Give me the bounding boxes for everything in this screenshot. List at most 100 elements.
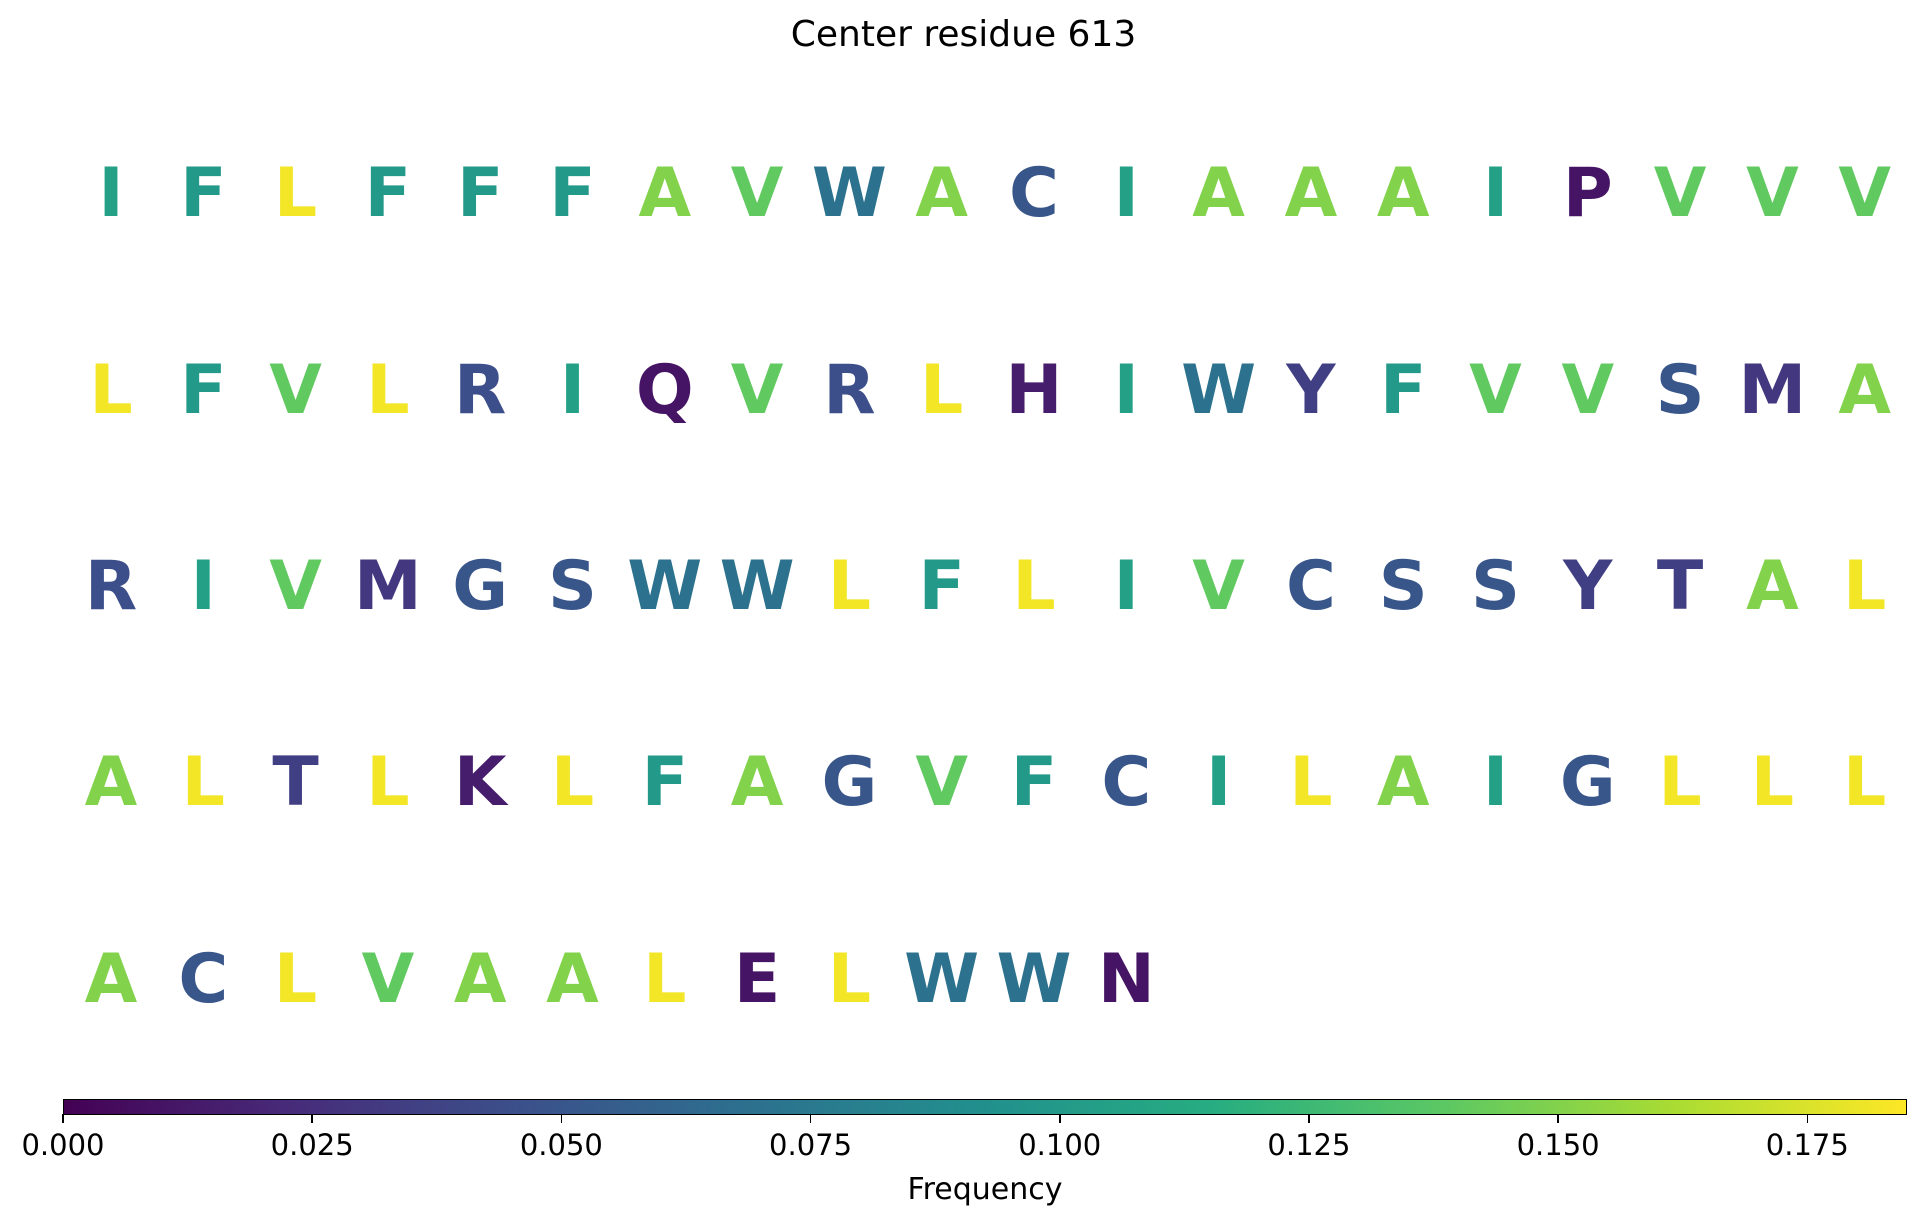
residue-letter: A <box>638 154 692 233</box>
residue-letter: W <box>627 547 703 626</box>
residue-letter: T <box>1656 547 1704 626</box>
residue-letter: W <box>904 940 980 1019</box>
colorbar-tick-mark <box>1059 1114 1061 1123</box>
residue-letter: G <box>452 547 509 626</box>
residue-letter: F <box>1379 351 1427 430</box>
residue-letter: V <box>915 743 968 822</box>
residue-letter: F <box>549 154 596 233</box>
residue-letter: R <box>823 351 876 430</box>
residue-letter: V <box>730 351 784 430</box>
residue-letter: C <box>1101 743 1152 822</box>
residue-letter: I <box>1113 547 1139 626</box>
residue-letter: L <box>1289 743 1333 822</box>
residue-letter: L <box>181 743 225 822</box>
residue-letter: L <box>1843 547 1887 626</box>
residue-letter: A <box>1746 547 1799 626</box>
residue-letter: A <box>915 154 968 233</box>
residue-letter: A <box>1376 743 1430 822</box>
residue-letter: V <box>1192 547 1245 626</box>
residue-letter: A <box>1376 154 1430 233</box>
residue-letter: M <box>354 547 422 626</box>
colorbar-tick-label: 0.150 <box>1516 1128 1600 1162</box>
residue-letter: A <box>84 743 138 822</box>
residue-letter: L <box>1843 743 1887 822</box>
residue-letter: L <box>643 940 687 1019</box>
colorbar-label: Frequency <box>907 1172 1063 1207</box>
colorbar-tick-mark <box>1308 1114 1310 1123</box>
colorbar-tick-mark <box>1557 1114 1559 1123</box>
residue-letter: I <box>1205 743 1232 822</box>
residue-letter: I <box>559 351 586 430</box>
residue-letter: S <box>1378 547 1428 626</box>
residue-letter: F <box>641 743 689 822</box>
residue-letter: V <box>1746 154 1799 233</box>
residue-letter: L <box>550 743 595 822</box>
residue-letter: Q <box>635 351 694 430</box>
residue-letter: I <box>1482 743 1509 822</box>
residue-letter: V <box>269 351 322 430</box>
residue-letter: A <box>1192 154 1245 233</box>
residue-letter: A <box>730 743 784 822</box>
residue-letter: A <box>84 940 138 1019</box>
colorbar-tick-mark <box>1806 1114 1809 1123</box>
residue-letter: L <box>1750 743 1795 822</box>
residue-letter: V <box>361 940 415 1019</box>
residue-letter: M <box>1738 351 1807 430</box>
residue-letter: A <box>1838 351 1891 430</box>
residue-letter: Y <box>1286 351 1336 430</box>
residue-letter: E <box>733 940 781 1019</box>
residue-letter: S <box>548 547 597 626</box>
residue-letter: F <box>180 351 227 430</box>
residue-letter: K <box>453 743 507 822</box>
residue-letter: V <box>1469 351 1522 430</box>
residue-letter: C <box>1009 154 1059 233</box>
residue-letter: Y <box>1563 547 1613 626</box>
colorbar-tick-mark <box>809 1114 812 1123</box>
residue-letter: F <box>918 547 965 626</box>
colorbar-tick-label: 0.000 <box>21 1128 105 1162</box>
residue-letter: L <box>1658 743 1702 822</box>
residue-letter: R <box>84 547 138 626</box>
residue-letter: C <box>1285 547 1336 626</box>
residue-letter: I <box>1113 351 1139 430</box>
residue-letter: A <box>546 940 599 1019</box>
residue-letter: C <box>178 940 229 1019</box>
residue-letter: F <box>180 154 227 233</box>
residue-letter: H <box>1005 351 1063 430</box>
residue-letter: V <box>1653 154 1707 233</box>
residue-letter: V <box>269 547 322 626</box>
residue-letter: W <box>996 940 1072 1019</box>
colorbar-tick-label: 0.175 <box>1765 1128 1849 1162</box>
residue-letter: L <box>827 547 872 626</box>
residue-letter: G <box>821 743 878 822</box>
residue-letter: N <box>1097 940 1155 1019</box>
residue-letter: L <box>920 351 964 430</box>
residue-letter: W <box>811 154 887 233</box>
residue-letter: L <box>273 940 318 1019</box>
colorbar-tick-label: 0.100 <box>1018 1128 1102 1162</box>
residue-letter: L <box>89 351 133 430</box>
colorbar-tick-label: 0.025 <box>270 1128 354 1162</box>
colorbar-tick-label: 0.050 <box>519 1128 603 1162</box>
residue-letter: L <box>366 743 410 822</box>
colorbar-tick-mark <box>560 1114 563 1123</box>
residue-letter: T <box>272 743 319 822</box>
residue-letter: W <box>719 547 795 626</box>
residue-letter: V <box>730 154 784 233</box>
residue-letter: V <box>1838 154 1891 233</box>
residue-letter: F <box>456 154 504 233</box>
residue-letter: I <box>1113 154 1139 233</box>
residue-letter: S <box>1655 351 1705 430</box>
colorbar-tick-label: 0.125 <box>1267 1128 1351 1162</box>
residue-letter: I <box>98 154 124 233</box>
residue-letter: A <box>453 940 507 1019</box>
residue-letter: W <box>1181 351 1257 430</box>
colorbar-tick-label: 0.075 <box>769 1128 853 1162</box>
chart-title: Center residue 613 <box>790 14 1137 55</box>
residue-letter: R <box>454 351 507 430</box>
residue-letter: L <box>273 154 318 233</box>
residue-letter: L <box>366 351 410 430</box>
residue-letter: I <box>1482 154 1509 233</box>
colorbar <box>63 1099 1907 1115</box>
